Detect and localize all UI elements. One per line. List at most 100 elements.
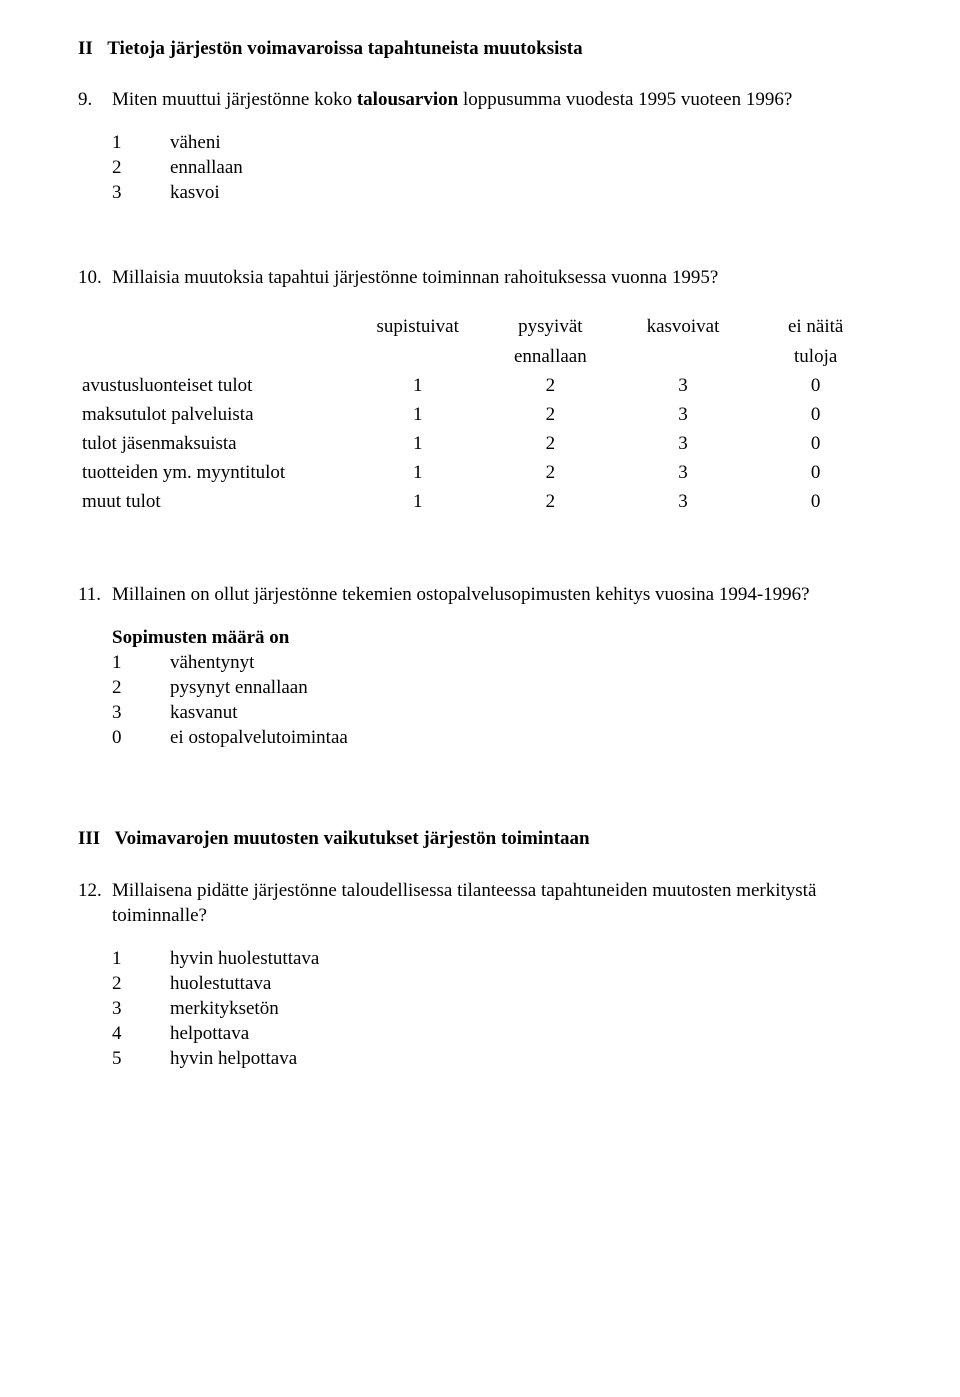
q11-option-label: kasvanut: [170, 700, 882, 725]
q11-option-num: 3: [112, 700, 170, 725]
q12-option-label: huolestuttava: [170, 971, 882, 996]
table-header-row: ennallaan tuloja: [78, 342, 882, 371]
q12-option: 1 hyvin huolestuttava: [112, 946, 882, 971]
q11-option: 1 vähentynyt: [112, 650, 882, 675]
table-cell: 3: [617, 400, 750, 429]
question-10-table: supistuivat pysyivät kasvoivat ei näitä …: [78, 312, 882, 516]
question-12-body: Millaisena pidätte järjestönne taloudell…: [112, 878, 882, 928]
table-cell: 0: [749, 429, 882, 458]
question-9: 9. Miten muuttui järjestönne koko talous…: [78, 87, 882, 205]
section-3-roman: III: [78, 826, 100, 851]
q12-option-label: helpottava: [170, 1021, 882, 1046]
question-12: 12. Millaisena pidätte järjestönne talou…: [78, 878, 882, 1072]
table-cell: 1: [351, 458, 484, 487]
q9-text-bold: talousarvion: [357, 89, 458, 110]
q12-option: 4 helpottava: [112, 1021, 882, 1046]
question-12-text: 12. Millaisena pidätte järjestönne talou…: [78, 878, 882, 928]
q11-option: 2 pysynyt ennallaan: [112, 675, 882, 700]
section-2-heading: II Tietoja järjestön voimavaroissa tapah…: [78, 36, 882, 61]
question-10-text: 10. Millaisia muutoksia tapahtui järjest…: [78, 265, 882, 290]
col-header: [351, 342, 484, 371]
q9-text-after: loppusumma vuodesta 1995 vuoteen 1996?: [458, 89, 792, 110]
question-11-body: Millainen on ollut järjestönne tekemien …: [112, 582, 882, 607]
q12-option-label: hyvin helpottava: [170, 1046, 882, 1071]
q9-option: 3 kasvoi: [112, 180, 882, 205]
table-cell: 2: [484, 458, 617, 487]
table-header-row: supistuivat pysyivät kasvoivat ei näitä: [78, 312, 882, 341]
q9-option-num: 1: [112, 130, 170, 155]
table-cell: 3: [617, 371, 750, 400]
question-10-body: Millaisia muutoksia tapahtui järjestönne…: [112, 265, 882, 290]
q11-option: 3 kasvanut: [112, 700, 882, 725]
table-cell: 2: [484, 400, 617, 429]
col-header: kasvoivat: [617, 312, 750, 341]
question-12-number: 12.: [78, 878, 112, 928]
col-header: ei näitä: [749, 312, 882, 341]
table-cell: 1: [351, 429, 484, 458]
q11-option-label: vähentynyt: [170, 650, 882, 675]
col-header: tuloja: [749, 342, 882, 371]
table-cell: 2: [484, 487, 617, 516]
table-cell: 3: [617, 487, 750, 516]
table-row-label: muut tulot: [78, 487, 351, 516]
table-row: maksutulot palveluista1230: [78, 400, 882, 429]
q9-option-label: väheni: [170, 130, 882, 155]
q12-option-num: 5: [112, 1046, 170, 1071]
table-cell: 3: [617, 458, 750, 487]
table-row: muut tulot1230: [78, 487, 882, 516]
q12-option-label: merkityksetön: [170, 996, 882, 1021]
col-header: supistuivat: [351, 312, 484, 341]
table-row-label: tulot jäsenmaksuista: [78, 429, 351, 458]
section-3-heading: III Voimavarojen muutosten vaikutukset j…: [78, 826, 882, 851]
table-cell: 0: [749, 400, 882, 429]
q12-option: 2 huolestuttava: [112, 971, 882, 996]
q9-option-label: ennallaan: [170, 155, 882, 180]
q11-option-num: 1: [112, 650, 170, 675]
q9-option-label: kasvoi: [170, 180, 882, 205]
q12-option-num: 4: [112, 1021, 170, 1046]
q12-option: 3 merkityksetön: [112, 996, 882, 1021]
question-9-number: 9.: [78, 87, 112, 112]
question-11: 11. Millainen on ollut järjestönne tekem…: [78, 582, 882, 750]
q12-option-num: 2: [112, 971, 170, 996]
question-11-options: Sopimusten määrä on 1 vähentynyt 2 pysyn…: [78, 625, 882, 750]
table-row: avustusluonteiset tulot1230: [78, 371, 882, 400]
question-11-text: 11. Millainen on ollut järjestönne tekem…: [78, 582, 882, 607]
q12-option-label: hyvin huolestuttava: [170, 946, 882, 971]
q9-text-before: Miten muuttui järjestönne koko: [112, 89, 352, 110]
q9-option: 1 väheni: [112, 130, 882, 155]
q11-options-heading: Sopimusten määrä on: [112, 625, 882, 650]
table-row-label: avustusluonteiset tulot: [78, 371, 351, 400]
col-header: pysyivät: [484, 312, 617, 341]
table-cell: 1: [351, 400, 484, 429]
table-cell: 2: [484, 429, 617, 458]
question-9-options: 1 väheni 2 ennallaan 3 kasvoi: [78, 130, 882, 205]
table-row-label: maksutulot palveluista: [78, 400, 351, 429]
q9-option: 2 ennallaan: [112, 155, 882, 180]
question-11-number: 11.: [78, 582, 112, 607]
q11-option-num: 2: [112, 675, 170, 700]
col-header: ennallaan: [484, 342, 617, 371]
table-cell: 1: [351, 371, 484, 400]
q12-option: 5 hyvin helpottava: [112, 1046, 882, 1071]
question-10-number: 10.: [78, 265, 112, 290]
q9-option-num: 2: [112, 155, 170, 180]
question-9-text: 9. Miten muuttui järjestönne koko talous…: [78, 87, 882, 112]
q11-option: 0 ei ostopalvelutoimintaa: [112, 725, 882, 750]
q12-option-num: 1: [112, 946, 170, 971]
table-cell: 0: [749, 458, 882, 487]
question-12-options: 1 hyvin huolestuttava 2 huolestuttava 3 …: [78, 946, 882, 1071]
table-row: tuotteiden ym. myyntitulot1230: [78, 458, 882, 487]
q11-option-label: pysynyt ennallaan: [170, 675, 882, 700]
table-cell: 3: [617, 429, 750, 458]
table-cell: 0: [749, 487, 882, 516]
section-2-roman: II: [78, 36, 93, 61]
section-3-title: Voimavarojen muutosten vaikutukset järje…: [115, 828, 590, 849]
table-row: tulot jäsenmaksuista1230: [78, 429, 882, 458]
table-row-label: tuotteiden ym. myyntitulot: [78, 458, 351, 487]
table-cell: 0: [749, 371, 882, 400]
q11-option-num: 0: [112, 725, 170, 750]
q11-option-label: ei ostopalvelutoimintaa: [170, 725, 882, 750]
table-cell: 1: [351, 487, 484, 516]
question-10: 10. Millaisia muutoksia tapahtui järjest…: [78, 265, 882, 516]
